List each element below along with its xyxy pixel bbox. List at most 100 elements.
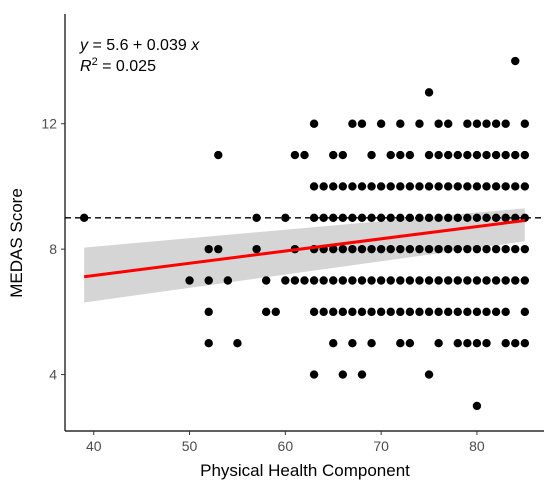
data-point bbox=[424, 182, 434, 191]
data-point bbox=[434, 119, 443, 128]
data-point bbox=[204, 307, 213, 317]
data-point bbox=[357, 213, 367, 222]
data-point bbox=[376, 276, 386, 285]
data-point bbox=[204, 244, 213, 254]
y-tick-label: 8 bbox=[49, 241, 57, 257]
data-point bbox=[185, 276, 194, 285]
data-point bbox=[520, 307, 530, 317]
data-point bbox=[434, 307, 443, 317]
data-point bbox=[520, 182, 530, 191]
data-point bbox=[434, 244, 443, 254]
data-point bbox=[482, 339, 491, 348]
data-point bbox=[511, 213, 520, 222]
data-point bbox=[511, 244, 520, 254]
data-point bbox=[386, 182, 395, 191]
confidence-band-layer bbox=[84, 208, 525, 303]
data-point bbox=[463, 150, 472, 160]
data-point bbox=[434, 276, 443, 285]
data-point bbox=[491, 244, 501, 254]
data-point bbox=[396, 307, 405, 317]
data-point bbox=[338, 182, 348, 191]
x-tick-label: 50 bbox=[182, 438, 198, 454]
data-point bbox=[348, 307, 357, 317]
data-point bbox=[367, 339, 376, 348]
data-point bbox=[386, 244, 395, 254]
data-point bbox=[396, 213, 405, 222]
data-point bbox=[252, 244, 261, 254]
data-point bbox=[357, 370, 367, 379]
data-point bbox=[463, 244, 472, 254]
ticks-layer: 40 50 60 70 80 4 8 12 bbox=[41, 116, 485, 454]
data-point bbox=[472, 307, 482, 317]
data-point bbox=[396, 244, 405, 254]
data-point bbox=[444, 244, 453, 254]
data-point bbox=[261, 307, 271, 317]
data-point bbox=[444, 182, 453, 191]
data-point bbox=[309, 307, 319, 317]
data-point bbox=[472, 182, 482, 191]
data-point bbox=[491, 119, 501, 128]
x-tick-label: 40 bbox=[86, 438, 102, 454]
data-point bbox=[444, 276, 453, 285]
data-point bbox=[472, 339, 482, 348]
data-point bbox=[252, 213, 261, 222]
data-point bbox=[338, 244, 348, 254]
data-point bbox=[491, 307, 501, 317]
data-point bbox=[376, 213, 386, 222]
data-point bbox=[309, 213, 319, 222]
data-point bbox=[482, 182, 491, 191]
data-point bbox=[348, 244, 357, 254]
x-tick-label: 80 bbox=[469, 438, 485, 454]
data-point bbox=[396, 182, 405, 191]
data-point bbox=[453, 339, 462, 348]
data-point bbox=[453, 244, 462, 254]
data-point bbox=[214, 150, 223, 160]
data-point bbox=[348, 339, 357, 348]
y-axis-title: MEDAS Score bbox=[7, 188, 26, 298]
regression-layer bbox=[83, 218, 526, 279]
data-point bbox=[329, 339, 338, 348]
x-tick-label: 70 bbox=[373, 438, 389, 454]
y-tick-label: 4 bbox=[49, 367, 57, 383]
data-point bbox=[367, 150, 376, 160]
data-point bbox=[357, 182, 367, 191]
data-point bbox=[376, 119, 386, 128]
data-point bbox=[472, 213, 482, 222]
data-point bbox=[386, 307, 395, 317]
data-point bbox=[290, 276, 300, 285]
data-point bbox=[357, 244, 367, 254]
data-point bbox=[338, 370, 348, 379]
data-point bbox=[338, 213, 348, 222]
data-point bbox=[501, 182, 510, 191]
data-point bbox=[482, 307, 491, 317]
data-point bbox=[405, 213, 415, 222]
data-point bbox=[463, 339, 472, 348]
data-point bbox=[348, 119, 357, 128]
data-point bbox=[405, 307, 415, 317]
data-point bbox=[501, 339, 510, 348]
equation-body: = 5.6 + 0.039 bbox=[88, 37, 191, 54]
data-point bbox=[511, 150, 520, 160]
data-point bbox=[415, 276, 424, 285]
data-point bbox=[482, 150, 491, 160]
data-point bbox=[453, 182, 462, 191]
data-point bbox=[453, 307, 462, 317]
data-point bbox=[472, 276, 482, 285]
data-point bbox=[309, 119, 319, 128]
data-point bbox=[520, 339, 530, 348]
data-point bbox=[309, 182, 319, 191]
data-point bbox=[511, 339, 520, 348]
data-point bbox=[204, 276, 213, 285]
data-point bbox=[501, 150, 510, 160]
data-point bbox=[472, 244, 482, 254]
data-point bbox=[405, 182, 415, 191]
data-point bbox=[405, 244, 415, 254]
data-point bbox=[300, 276, 309, 285]
data-point bbox=[281, 276, 290, 285]
data-point bbox=[511, 276, 520, 285]
data-point bbox=[329, 150, 338, 160]
r-squared-sup: 2 bbox=[92, 56, 98, 68]
data-point bbox=[405, 276, 415, 285]
data-point bbox=[329, 276, 338, 285]
data-point bbox=[79, 213, 89, 222]
